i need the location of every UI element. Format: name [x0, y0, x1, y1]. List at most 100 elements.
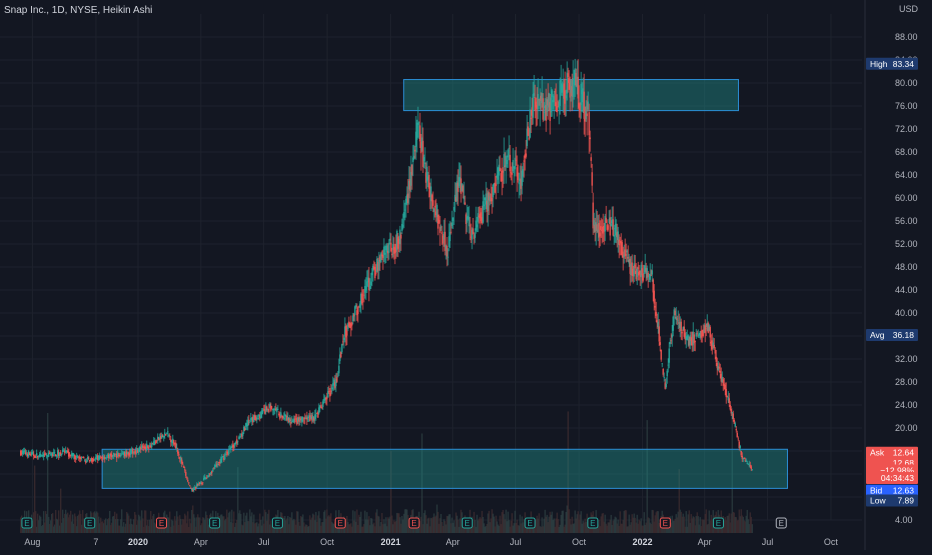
candle-body [192, 489, 194, 492]
price-label-bg [866, 446, 918, 459]
candle-body [391, 253, 393, 256]
volume-bar [628, 514, 630, 533]
volume-bar [382, 524, 384, 533]
candle-body [590, 157, 592, 161]
volume-bar [152, 515, 154, 533]
volume-bar [247, 521, 249, 533]
candle-body [265, 406, 267, 411]
candle-body [598, 223, 600, 238]
candle-body [105, 457, 107, 459]
candle-body [599, 232, 601, 237]
candle-body [583, 91, 585, 119]
volume-bar [397, 513, 399, 533]
candle-body [357, 307, 359, 315]
candle-body [64, 451, 66, 453]
volume-bar [626, 526, 628, 533]
volume-bar [742, 516, 744, 533]
candle-body [561, 83, 563, 93]
candle-body [151, 443, 153, 447]
candle-body [411, 164, 413, 176]
volume-bar [646, 420, 648, 533]
candle-body [218, 462, 220, 463]
candle-body [382, 254, 384, 258]
volume-bar [458, 526, 460, 533]
volume-bar [81, 524, 83, 533]
volume-bar [41, 526, 43, 533]
candle-body [364, 286, 366, 293]
candle-body [588, 112, 590, 136]
candle-body [175, 442, 177, 449]
volume-bar [555, 518, 557, 533]
volume-bar [204, 519, 206, 533]
candle-body [30, 454, 32, 456]
volume-bar [571, 516, 573, 533]
candle-body [251, 417, 253, 421]
volume-bar [480, 518, 482, 533]
candle-body [292, 420, 294, 422]
candle-body [484, 197, 486, 201]
volume-bar [583, 522, 585, 533]
candle-body [256, 419, 258, 420]
candle-body [238, 437, 240, 439]
candle-body [398, 238, 400, 244]
candle-body [650, 275, 652, 277]
volume-bar [111, 522, 113, 533]
candle-body [621, 242, 623, 255]
volume-bar [265, 512, 267, 533]
volume-bar [114, 511, 116, 533]
volume-bar [581, 523, 583, 533]
volume-bar [423, 513, 425, 533]
candle-body [270, 405, 272, 411]
candle-body [614, 228, 616, 230]
volume-bar [137, 520, 139, 533]
candle-body [87, 456, 89, 460]
volume-bar [153, 513, 155, 533]
volume-bar [306, 524, 308, 533]
candle-body [623, 254, 625, 258]
candle-body [505, 155, 507, 167]
candle-body [466, 216, 468, 223]
volume-bar [685, 511, 687, 533]
volume-bar [473, 511, 475, 533]
volume-bar [59, 525, 61, 533]
volume-bar [186, 523, 188, 533]
price-label-ask: Ask 12.64 [866, 446, 918, 459]
candle-body [67, 450, 69, 453]
candle-body [162, 435, 164, 437]
candle-body [41, 455, 43, 457]
candle-body [677, 320, 679, 322]
volume-bar [740, 509, 742, 533]
candle-body [622, 251, 624, 258]
volume-bar [678, 469, 680, 533]
volume-bar [387, 517, 389, 533]
candle-body [259, 416, 261, 419]
candle-body [299, 418, 301, 421]
volume-bar [118, 525, 120, 533]
volume-bar [250, 516, 252, 533]
candle-body [228, 449, 230, 455]
earnings-box [524, 517, 536, 529]
volume-bar [290, 518, 292, 533]
volume-bar [703, 519, 705, 533]
candle-body [633, 263, 635, 277]
volume-bar [545, 516, 547, 533]
candle-body [344, 326, 346, 336]
candle-body [393, 246, 395, 254]
candle-body [565, 95, 567, 99]
candle-body [158, 438, 160, 440]
candle-body [667, 364, 669, 366]
volume-bar [237, 467, 239, 533]
volume-bar [389, 516, 391, 533]
volume-bar [454, 526, 456, 533]
volume-bar [693, 517, 695, 533]
volume-bar [155, 524, 157, 533]
volume-bar [445, 524, 447, 533]
volume-bar [598, 519, 600, 533]
candle-body [369, 285, 371, 289]
candle-body [263, 409, 265, 411]
candle-body [92, 458, 94, 462]
candle-body [447, 256, 449, 258]
candle-body [672, 316, 674, 331]
